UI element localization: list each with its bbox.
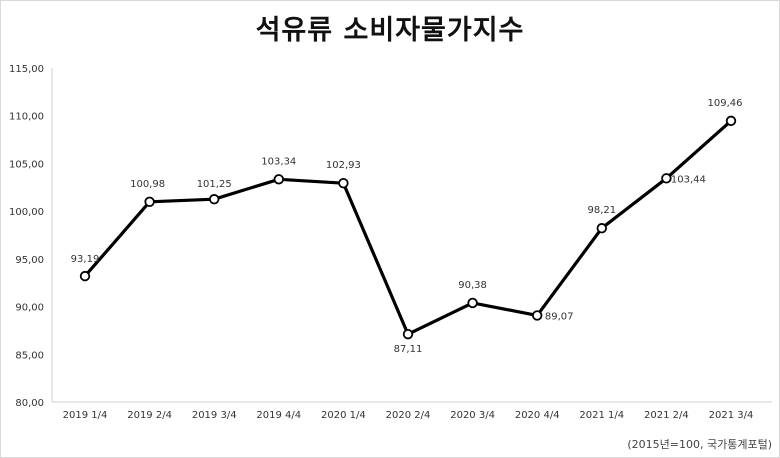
data-point [144,196,155,207]
data-label: 102,93 [326,160,361,171]
data-label: 103,44 [671,174,706,185]
x-tick-label: 2019 4/4 [256,410,301,421]
data-label: 103,34 [261,156,296,167]
y-tick-labels: 80,00 85,00 90,00 95,00 100,00 105,00 110,00 11… [9,64,44,409]
data-label: 87,11 [394,344,423,355]
x-tick-label: 2019 1/4 [63,410,108,421]
data-point [338,177,349,189]
x-tick-label: 2021 3/4 [709,410,754,421]
x-tick-label: 2020 4/4 [515,410,560,421]
data-label: 100,98 [130,179,165,190]
data-labels: 93,19 100,98 101,25 103,34 102,93 87,11 90,38 8… [71,98,743,355]
data-point [467,297,478,309]
data-point [725,115,737,127]
x-tick-label: 2020 2/4 [386,410,431,421]
data-label: 101,25 [197,179,232,190]
x-tick-label: 2020 3/4 [450,410,495,421]
x-tick-label: 2021 1/4 [579,410,624,421]
data-markers [79,115,737,340]
x-tick-labels: 2019 1/4 2019 2/4 2019 3/4 2019 4/4 2020 1/4… [63,410,754,421]
x-tick-label: 2020 1/4 [321,410,366,421]
source-note: (2015년=100, 국가통계포털) [627,438,772,451]
x-tick-label: 2019 2/4 [127,410,172,421]
y-tick-label: 110,00 [9,112,44,123]
chart-title: 석유류 소비자물가지수 [255,15,525,46]
y-tick-label: 90,00 [15,303,44,314]
data-point [79,270,91,282]
data-point [661,173,672,184]
data-point [402,328,414,340]
data-label: 89,07 [545,311,574,322]
y-tick-label: 85,00 [15,350,44,361]
data-label: 98,21 [587,205,616,216]
data-label: 90,38 [458,280,487,291]
data-point [596,223,608,234]
data-point [532,310,543,321]
data-point [208,194,220,205]
x-tick-label: 2019 3/4 [192,410,237,421]
y-tick-label: 80,00 [15,398,44,409]
data-label: 109,46 [708,98,743,109]
data-point [273,174,285,185]
y-tick-label: 115,00 [9,64,44,75]
x-tick-label: 2021 2/4 [644,410,689,421]
y-tick-label: 105,00 [9,159,44,170]
y-tick-label: 100,00 [9,207,44,218]
y-tick-label: 95,00 [15,255,44,266]
data-label: 93,19 [71,254,100,265]
series-line [83,119,733,336]
